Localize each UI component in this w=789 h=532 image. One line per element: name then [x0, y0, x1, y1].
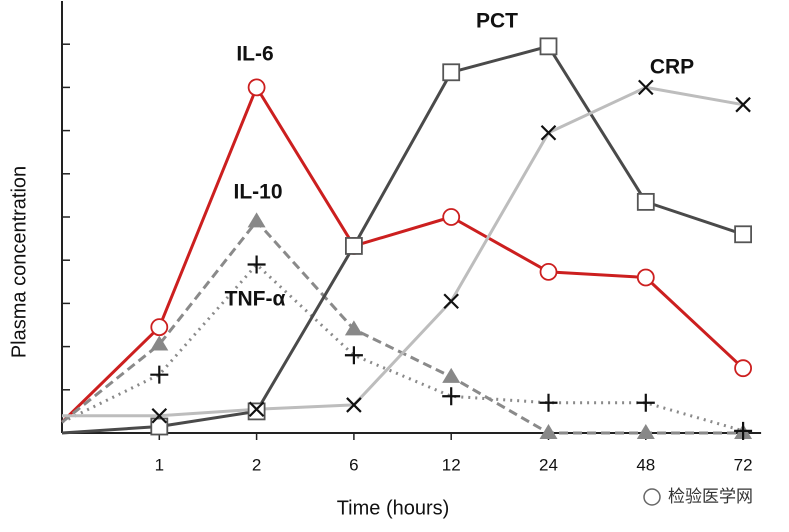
x-tick-label: 1	[155, 455, 164, 474]
marker-shape	[539, 37, 558, 56]
marker-shape	[247, 255, 266, 274]
marker-shape	[150, 417, 169, 436]
point-marker	[442, 208, 461, 226]
series-line	[60, 85, 745, 424]
marker-shape	[636, 393, 655, 412]
point-marker	[344, 346, 363, 365]
x-tick-label: 6	[349, 455, 358, 474]
marker-shape	[540, 124, 557, 141]
series-line	[62, 85, 744, 418]
point-marker	[636, 424, 655, 439]
marker-shape	[248, 401, 265, 418]
marker-shape	[638, 79, 654, 96]
series-label: IL-10	[233, 181, 282, 204]
point-marker	[346, 397, 362, 413]
point-marker	[150, 365, 169, 384]
x-tick-label: 2	[252, 455, 261, 474]
marker-shape	[636, 268, 655, 287]
marker-shape	[344, 320, 363, 336]
marker-shape	[442, 387, 461, 406]
marker-shape	[344, 346, 363, 365]
point-marker	[539, 393, 558, 412]
marker-shape	[150, 318, 169, 337]
point-marker	[247, 212, 266, 228]
marker-shape	[734, 359, 752, 378]
series-line	[61, 263, 744, 433]
marker-shape	[734, 421, 753, 440]
point-marker	[734, 359, 752, 378]
x-tick-label: 12	[442, 455, 461, 474]
point-marker	[539, 262, 558, 281]
point-marker	[442, 63, 461, 82]
marker-shape	[247, 212, 266, 228]
point-marker	[539, 37, 558, 56]
marker-shape	[539, 424, 558, 439]
series-label: CRP	[650, 56, 694, 79]
marker-shape	[247, 78, 266, 97]
marker-shape	[636, 192, 655, 211]
point-marker	[247, 402, 266, 421]
point-marker	[151, 407, 168, 424]
series-line	[61, 44, 744, 435]
series-label: PCT	[476, 10, 518, 33]
x-tick-label: 48	[636, 455, 655, 474]
series-label: TNF-α	[225, 288, 286, 311]
marker-shape	[442, 367, 461, 383]
point-marker	[150, 335, 169, 351]
x-axis-title: Time (hours)	[337, 497, 450, 519]
point-marker	[539, 424, 558, 439]
point-marker	[443, 293, 459, 310]
point-marker	[636, 268, 655, 287]
x-tick-label: 24	[539, 455, 558, 474]
marker-shape	[150, 335, 169, 351]
point-marker	[248, 401, 265, 418]
watermark-icon	[643, 488, 661, 506]
point-marker	[150, 417, 169, 436]
marker-shape	[247, 402, 266, 421]
point-marker	[734, 225, 752, 244]
marker-shape	[442, 63, 461, 82]
point-marker	[442, 387, 461, 406]
marker-shape	[636, 424, 655, 439]
marker-shape	[734, 225, 752, 244]
point-marker	[540, 124, 557, 141]
marker-shape	[539, 262, 558, 281]
marker-shape	[151, 407, 168, 424]
x-tick-label: 72	[734, 455, 753, 474]
point-marker	[344, 320, 363, 336]
point-marker	[247, 78, 266, 97]
point-marker	[247, 255, 266, 274]
marker-shape	[443, 293, 459, 310]
point-marker	[734, 421, 753, 440]
marker-shape	[346, 397, 362, 413]
point-marker	[636, 192, 655, 211]
series-label: IL-6	[236, 43, 273, 66]
marker-shape	[150, 365, 169, 384]
watermark: 检验医学网	[668, 487, 753, 507]
point-marker	[636, 393, 655, 412]
point-marker	[150, 318, 169, 337]
point-marker	[735, 96, 751, 113]
marker-shape	[344, 237, 363, 255]
marker-shape	[442, 208, 461, 226]
marker-shape	[539, 393, 558, 412]
point-marker	[638, 79, 654, 96]
marker-shape	[735, 96, 751, 113]
point-marker	[442, 367, 461, 383]
point-marker	[344, 237, 363, 255]
y-axis-title: Plasma concentration	[8, 166, 30, 358]
